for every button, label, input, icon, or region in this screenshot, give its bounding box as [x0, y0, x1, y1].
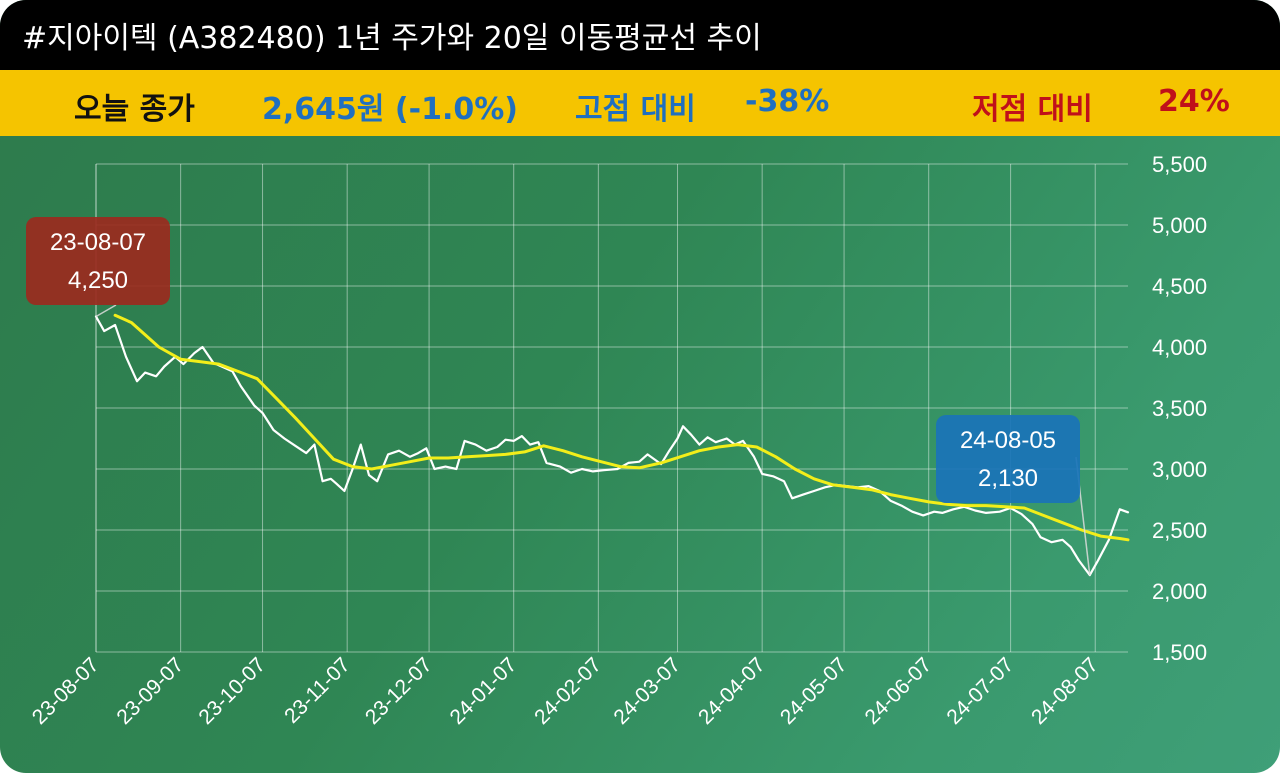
y-axis: 1,500 2,000 2,500 3,000 3,500 4,000 4,500 5,000…	[1152, 152, 1207, 665]
annotation-value: 4,250	[68, 267, 128, 294]
annotation-box	[936, 415, 1080, 503]
x-axis: 23-08-07 23-09-07 23-10-07 23-11-07 23-12-07…	[28, 653, 1103, 729]
moving-average-line	[113, 313, 1130, 542]
close-price-label: 오늘 종가	[74, 92, 195, 127]
x-tick-label: 23-08-07	[28, 653, 104, 729]
x-tick-label: 24-06-07	[861, 653, 937, 729]
x-tick-label: 23-10-07	[194, 653, 270, 729]
y-tick-label: 2,000	[1152, 579, 1207, 604]
y-tick-label: 3,500	[1152, 396, 1207, 421]
x-tick-label: 24-07-07	[942, 653, 1018, 729]
grid	[95, 163, 1128, 653]
y-tick-label: 4,500	[1152, 274, 1207, 299]
x-tick-label: 24-03-07	[609, 653, 685, 729]
y-tick-label: 1,500	[1152, 640, 1207, 665]
vs-low-label: 저점 대비	[972, 92, 1093, 127]
y-tick-label: 2,500	[1152, 518, 1207, 543]
series	[94, 313, 1130, 577]
y-tick-label: 5,500	[1152, 152, 1207, 177]
vs-low-value: 24%	[1158, 84, 1230, 119]
x-tick-label: 24-05-07	[776, 653, 852, 729]
vs-high-value: -38%	[745, 84, 830, 119]
chart-title: #지아이텍 (A382480) 1년 주가와 20일 이동평균선 추이	[22, 21, 762, 56]
x-tick-label: 23-12-07	[361, 653, 437, 729]
high-annotation: 23-08-07 4,250	[26, 217, 170, 318]
close-price-value: 2,645원 (-1.0%)	[262, 92, 519, 127]
x-tick-label: 23-09-07	[112, 653, 188, 729]
annotation-box	[26, 217, 170, 305]
x-tick-label: 24-08-07	[1027, 653, 1103, 729]
low-annotation: 24-08-05 2,130	[936, 415, 1091, 576]
x-tick-label: 24-01-07	[446, 653, 522, 729]
title-bar: #지아이텍 (A382480) 1년 주가와 20일 이동평균선 추이	[0, 0, 1280, 70]
y-tick-label: 4,000	[1152, 335, 1207, 360]
vs-high-label: 고점 대비	[575, 92, 696, 127]
stats-bar: 오늘 종가 2,645원 (-1.0%) 고점 대비 -38% 저점 대비 24…	[0, 70, 1280, 136]
price-line	[94, 315, 1130, 577]
annotation-date: 24-08-05	[960, 427, 1056, 454]
y-tick-label: 5,000	[1152, 213, 1207, 238]
x-tick-label: 24-02-07	[530, 653, 606, 729]
x-tick-label: 24-04-07	[694, 653, 770, 729]
annotation-leader	[95, 304, 117, 318]
x-tick-label: 23-11-07	[280, 653, 355, 728]
annotations: 23-08-07 4,250 24-08-05 2,130	[26, 217, 1091, 576]
annotation-value: 2,130	[978, 465, 1038, 492]
y-tick-label: 3,000	[1152, 457, 1207, 482]
annotation-date: 23-08-07	[50, 229, 146, 256]
